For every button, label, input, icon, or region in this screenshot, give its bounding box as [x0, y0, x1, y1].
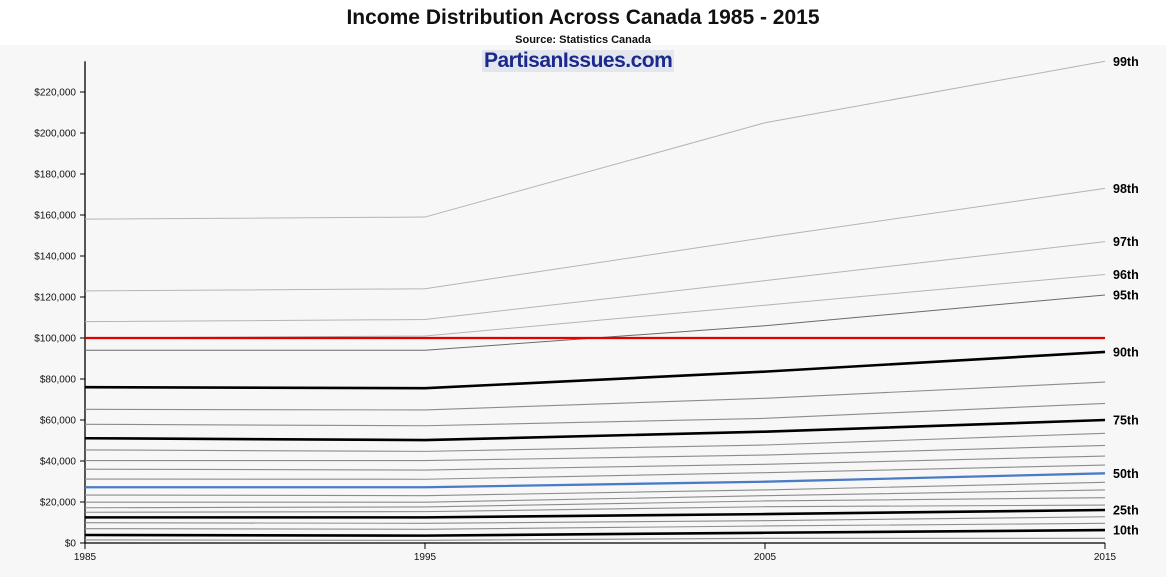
y-tick-label: $40,000 [40, 457, 77, 468]
series-label-99th: 99th [1113, 55, 1139, 69]
y-tick-label: $100,000 [34, 334, 76, 345]
x-tick-label: 1985 [74, 552, 97, 563]
series-line-98th [84, 187, 1106, 292]
series-line-45th [84, 481, 1106, 497]
series-line-50th [85, 472, 1106, 489]
series-line-99th [84, 60, 1106, 220]
y-tick-label: $180,000 [34, 170, 76, 181]
y-tick-label: $60,000 [40, 416, 77, 427]
y-tick-label: $200,000 [34, 129, 76, 140]
series-line-97th [84, 241, 1106, 323]
series-label-10th: 10th [1113, 524, 1139, 538]
y-tick-label: $140,000 [34, 252, 76, 263]
x-tick-label: 2005 [754, 552, 777, 563]
series-line-5th [84, 537, 1105, 541]
x-tick-label: 1995 [414, 552, 437, 563]
x-tick-label: 2015 [1094, 552, 1117, 563]
series-line-60th [84, 455, 1106, 471]
series-line-90th [84, 350, 1106, 390]
series-line-10th [84, 528, 1106, 537]
series-label-96th: 96th [1113, 268, 1139, 282]
series-line-55th [84, 464, 1106, 480]
series-line-95th [85, 294, 1106, 351]
series-line-35th [84, 497, 1106, 509]
y-tick-label: $220,000 [34, 88, 76, 99]
series-line-85th [84, 381, 1106, 411]
y-tick-label: $0 [65, 539, 77, 550]
series-line-25th [85, 508, 1106, 519]
series-line-65th [85, 444, 1106, 462]
chart-title: Income Distribution Across Canada 1985 -… [346, 6, 820, 29]
series-line-15th [84, 522, 1106, 530]
series-label-90th: 90th [1113, 345, 1139, 359]
series-line-75th [84, 418, 1106, 442]
series-line-96th [84, 273, 1106, 339]
series-line-20th [84, 516, 1106, 524]
series-label-97th: 97th [1113, 235, 1139, 249]
y-tick-label: $120,000 [34, 293, 76, 304]
chart-subtitle: Source: Statistics Canada [515, 34, 651, 46]
series-label-75th: 75th [1113, 414, 1139, 428]
series-line-40th [85, 489, 1106, 503]
series-label-25th: 25th [1113, 503, 1139, 517]
y-tick-label: $160,000 [34, 211, 76, 222]
series-line-70th [84, 432, 1106, 452]
y-tick-label: $20,000 [40, 498, 77, 509]
series-label-95th: 95th [1113, 288, 1139, 302]
y-tick-label: $80,000 [40, 375, 77, 386]
watermark-logo: PartisanIssues.com [482, 49, 675, 72]
series-line-80th [84, 402, 1106, 427]
series-label-50th: 50th [1113, 467, 1139, 481]
series-label-98th: 98th [1113, 182, 1139, 196]
series-line-30th [84, 504, 1106, 513]
